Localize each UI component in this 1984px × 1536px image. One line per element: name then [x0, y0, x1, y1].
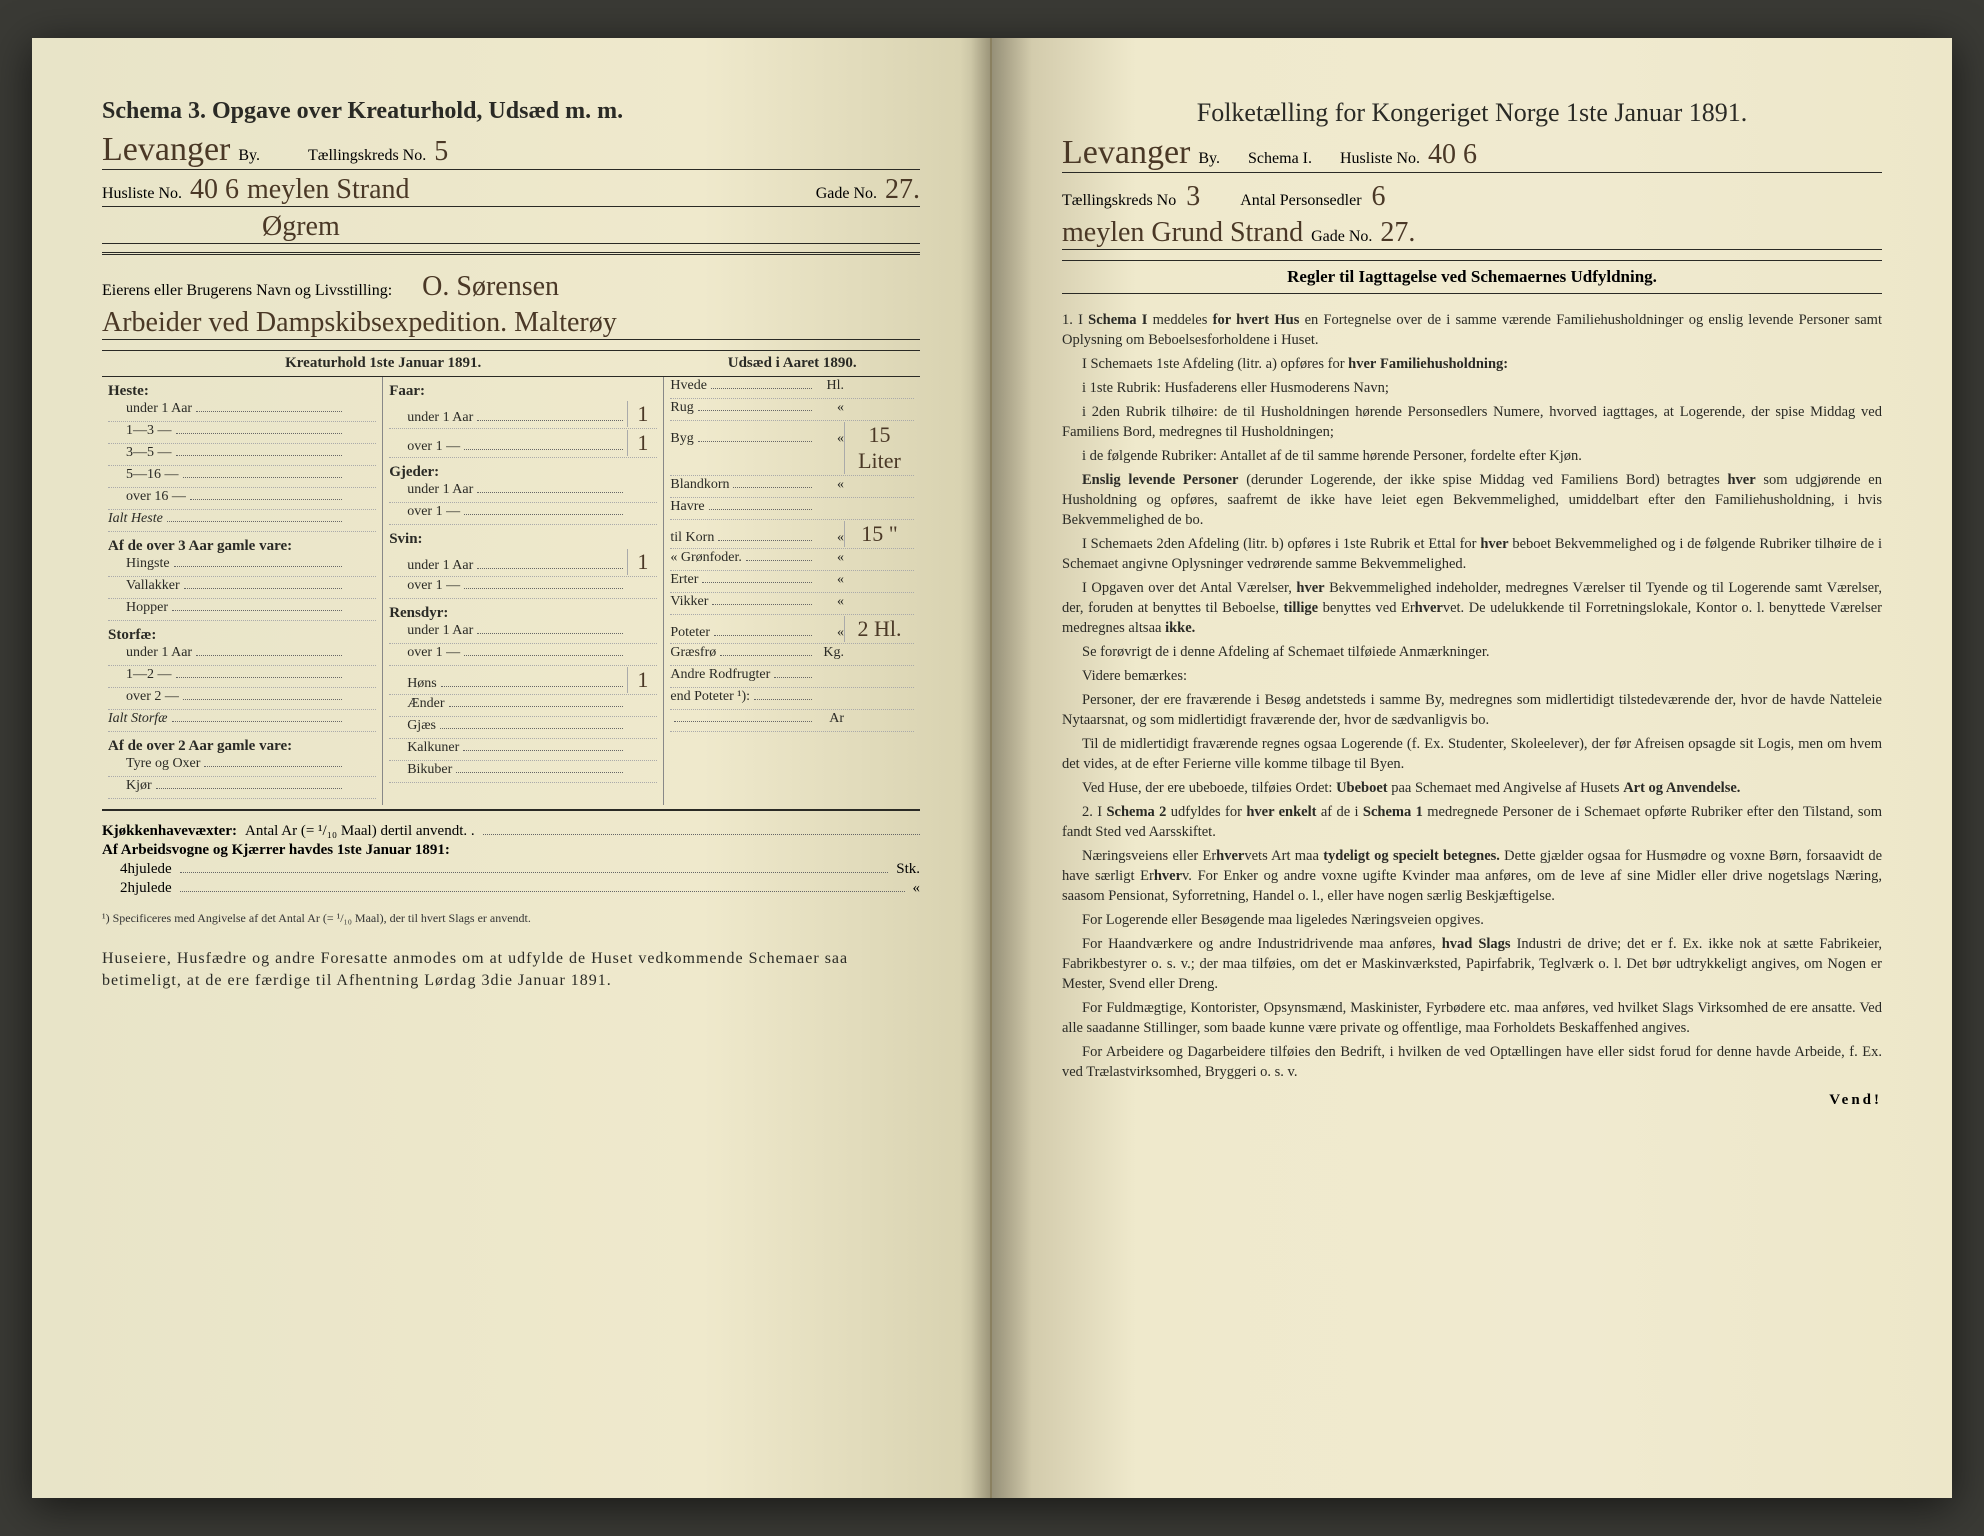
rules-para: Ved Huse, der ere ubeboede, tilføies Ord… [1062, 778, 1882, 798]
rules-para: For Arbeidere og Dagarbeidere tilføies d… [1062, 1042, 1882, 1082]
kreatur-row: over 2 — [108, 688, 376, 710]
city-handwritten: Levanger [102, 131, 230, 169]
col-kreatur-1: Heste:under 1 Aar1—3 —3—5 —5—16 —over 16… [102, 377, 383, 805]
vend-label: Vend! [1062, 1092, 1882, 1109]
left-page: Schema 3. Opgave over Kreaturhold, Udsæd… [32, 38, 992, 1498]
taelling-r: 3 [1186, 181, 1200, 213]
udsaed-row: Blandkorn« [670, 476, 914, 498]
rules-para: Personer, der ere fraværende i Besøg and… [1062, 690, 1882, 730]
rules-para: Se forøvrigt de i denne Afdeling af Sche… [1062, 642, 1882, 662]
husliste-r: 40 6 [1428, 139, 1477, 171]
schema1-header: Levanger By. Schema I. Husliste No. 40 6… [1062, 134, 1882, 250]
rules-para: For Haandværkere og andre Industridriven… [1062, 934, 1882, 994]
kreatur-row: over 1 — [389, 644, 657, 666]
gade-no-r: 27. [1380, 217, 1415, 249]
regler-heading: Regler til Iagttagelse ved Schemaernes U… [1062, 260, 1882, 294]
owner-name: O. Sørensen [422, 271, 559, 303]
kreatur-row: Hopper [108, 599, 376, 621]
taelling-no: 5 [434, 136, 448, 168]
udsaed-row: « Grønfoder.« [670, 549, 914, 571]
udsaed-row: GræsfrøKg. [670, 644, 914, 666]
kreatur-row: Kalkuner [389, 739, 657, 761]
col-udsaed: HvedeHl.Rug«Byg«15 LiterBlandkorn«Havre … [664, 377, 920, 805]
street-hand-2: Øgrem [262, 211, 340, 243]
rules-para: Videre bemærkes: [1062, 666, 1882, 686]
rules-para: I Opgaven over det Antal Værelser, hver … [1062, 578, 1882, 638]
col-kreatur-2: Faar:under 1 Aar1over 1 —1Gjeder:under 1… [383, 377, 664, 805]
rules-para: I Schemaets 2den Afdeling (litr. b) opfø… [1062, 534, 1882, 574]
census-title: Folketælling for Kongeriget Norge 1ste J… [1062, 98, 1882, 128]
rules-text: 1. I Schema I meddeles for hvert Hus en … [1062, 310, 1882, 1082]
udsaed-row: Rug« [670, 399, 914, 421]
rules-para: I Schemaets 1ste Afdeling (litr. a) opfø… [1062, 354, 1882, 374]
kreatur-row: Høns1 [389, 666, 657, 695]
udsaed-row: Erter« [670, 571, 914, 593]
schema3-title: Schema 3. Opgave over Kreaturhold, Udsæd… [102, 98, 920, 125]
kreatur-row: 5—16 — [108, 466, 376, 488]
udsaed-row: Poteter«2 Hl. [670, 615, 914, 644]
kreatur-row: over 1 —1 [389, 429, 657, 458]
kreatur-row: under 1 Aar [389, 622, 657, 644]
kreatur-row: Ænder [389, 695, 657, 717]
udsaed-row: Havre [670, 498, 914, 520]
udsaed-row: Andre Rodfrugter [670, 666, 914, 688]
rules-para: 2. I Schema 2 udfyldes for hver enkelt a… [1062, 802, 1882, 842]
udsaed-row: til Korn«15 " [670, 520, 914, 549]
udsaed-row: Vikker« [670, 593, 914, 615]
gade-no: 27. [885, 174, 920, 206]
antal-r: 6 [1372, 181, 1386, 213]
kreatur-row: under 1 Aar1 [389, 548, 657, 577]
open-book: Schema 3. Opgave over Kreaturhold, Udsæd… [32, 38, 1952, 1498]
gade-hand-r: meylen Grund Strand [1062, 217, 1303, 249]
owner-occupation: Arbeider ved Dampskibsexpedition. Malter… [102, 307, 617, 339]
kreatur-row: Tyre og Oxer [108, 755, 376, 777]
street-hand-1: meylen Strand [247, 174, 808, 206]
kreatur-row: Bikuber [389, 761, 657, 783]
rules-para: Enslig levende Personer (derunder Logere… [1062, 470, 1882, 530]
rules-para: i de følgende Rubriker: Antallet af de t… [1062, 446, 1882, 466]
rules-para: Til de midlertidigt fraværende regnes og… [1062, 734, 1882, 774]
schema3-table: Kreaturhold 1ste Januar 1891. Udsæd i Aa… [102, 350, 920, 805]
udsaed-row: Ar [670, 710, 914, 732]
right-page: Folketælling for Kongeriget Norge 1ste J… [992, 38, 1952, 1498]
kreatur-row: over 16 — [108, 488, 376, 510]
kreatur-row: 1—3 — [108, 422, 376, 444]
city-hand-r: Levanger [1062, 134, 1190, 172]
footnote: ¹) Specificeres med Angivelse af det Ant… [102, 911, 920, 926]
instructions-para: Huseiere, Husfædre og andre Foresatte an… [102, 948, 920, 993]
kreatur-row: over 1 — [389, 503, 657, 525]
rules-para: i 2den Rubrik tilhøire: de til Husholdni… [1062, 402, 1882, 442]
rules-para: For Fuldmægtige, Kontorister, Opsynsmænd… [1062, 998, 1882, 1038]
husliste-no: 40 6 [190, 174, 239, 206]
udsaed-row: HvedeHl. [670, 377, 914, 399]
kreatur-row: under 1 Aar [108, 644, 376, 666]
kreatur-row: 1—2 — [108, 666, 376, 688]
kreatur-row: 3—5 — [108, 444, 376, 466]
udsaed-row: Byg«15 Liter [670, 421, 914, 476]
kreatur-row: under 1 Aar [108, 400, 376, 422]
schema3-header: Levanger By. Tællingskreds No. 5 Huslist… [102, 131, 920, 340]
kreatur-row: under 1 Aar1 [389, 400, 657, 429]
kreatur-row: Hingste [108, 555, 376, 577]
udsaed-row: end Poteter ¹): [670, 688, 914, 710]
rules-para: i 1ste Rubrik: Husfaderens eller Husmode… [1062, 378, 1882, 398]
rules-para: 1. I Schema I meddeles for hvert Hus en … [1062, 310, 1882, 350]
kjokken-section: Kjøkkenhavevæxter: Antal Ar (= ¹/₁₀ Maal… [102, 823, 920, 897]
kreatur-row: Vallakker [108, 577, 376, 599]
rules-para: Næringsveiens eller Erhvervets Art maa t… [1062, 846, 1882, 906]
kreatur-row: Gjæs [389, 717, 657, 739]
rules-para: For Logerende eller Besøgende maa ligele… [1062, 910, 1882, 930]
kreatur-row: Kjør [108, 777, 376, 799]
kreatur-row: over 1 — [389, 577, 657, 599]
kreatur-row: under 1 Aar [389, 481, 657, 503]
